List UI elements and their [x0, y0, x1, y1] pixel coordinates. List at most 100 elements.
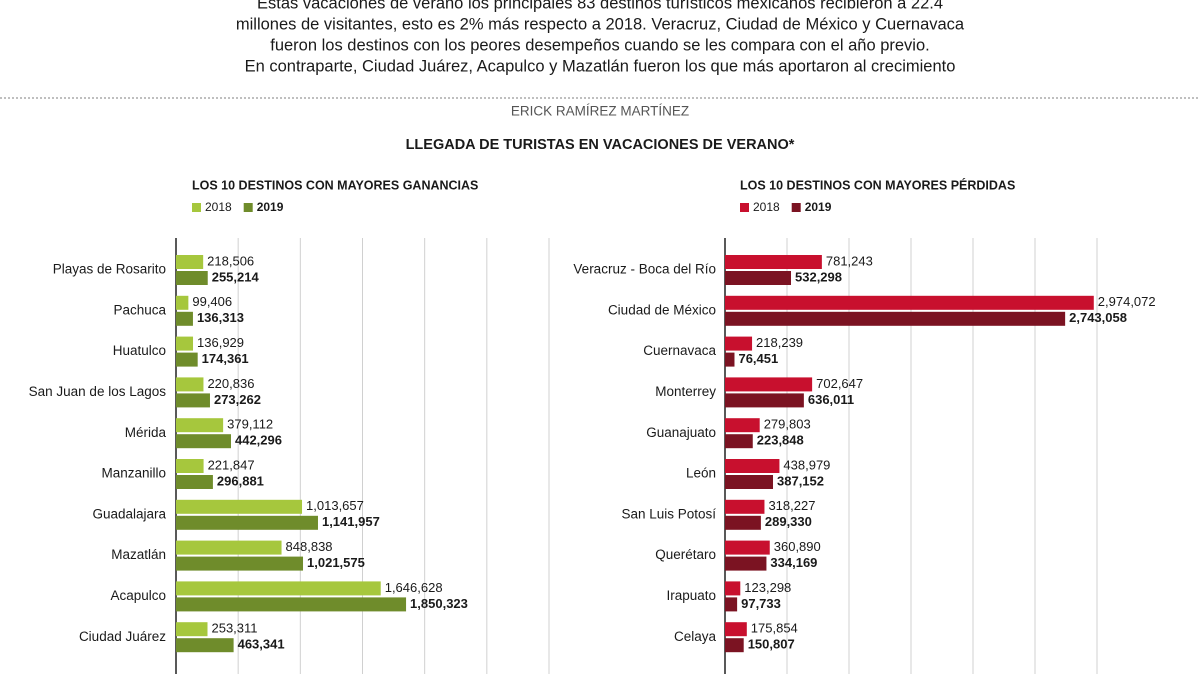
category-label: Acapulco — [110, 588, 166, 603]
bar — [176, 271, 208, 285]
bar — [176, 311, 193, 326]
value-label: 1,850,323 — [410, 596, 468, 611]
value-label: 136,313 — [197, 310, 244, 325]
legend-label: 2019 — [257, 200, 284, 214]
value-label: 387,152 — [777, 473, 824, 488]
value-label: 848,838 — [286, 539, 333, 554]
category-label: Querétaro — [655, 547, 716, 562]
value-label: 97,733 — [741, 596, 781, 611]
value-label: 136,929 — [197, 335, 244, 350]
value-label: 218,239 — [756, 335, 803, 350]
value-label: 1,646,628 — [385, 580, 443, 595]
bar — [176, 418, 224, 433]
legend-swatch — [791, 203, 801, 212]
bar — [725, 515, 761, 530]
bar — [176, 499, 303, 514]
bar — [176, 393, 210, 408]
chart-subtitle: LOS 10 DESTINOS CON MAYORES PÉRDIDAS — [740, 177, 1015, 192]
value-label: 253,311 — [211, 621, 257, 636]
value-label: 255,214 — [212, 269, 260, 284]
value-label: 438,979 — [783, 457, 830, 472]
category-label: Irapuato — [666, 588, 716, 603]
bar — [176, 556, 304, 571]
value-label: 2,743,058 — [1069, 310, 1127, 325]
bar — [176, 622, 208, 637]
author: ERICK RAMÍREZ MARTÍNEZ — [511, 104, 689, 119]
legend-swatch — [740, 203, 749, 212]
bar — [725, 622, 747, 637]
bar — [725, 434, 753, 449]
value-label: 175,854 — [751, 621, 798, 636]
value-label: 318,227 — [768, 498, 815, 513]
category-label: Ciudad de México — [608, 302, 716, 317]
bar — [725, 597, 738, 612]
category-label: Cuernavaca — [643, 343, 716, 358]
value-label: 76,451 — [738, 351, 778, 366]
bar — [176, 336, 194, 351]
value-label: 532,298 — [795, 269, 842, 284]
value-label: 273,262 — [214, 392, 261, 407]
bar — [725, 499, 765, 514]
bar — [176, 475, 213, 489]
value-label: 702,647 — [816, 376, 863, 391]
category-label: Pachuca — [113, 302, 166, 317]
bar — [725, 336, 753, 351]
value-label: 1,141,957 — [322, 514, 380, 529]
category-label: Guanajuato — [646, 425, 716, 440]
category-label: Mérida — [125, 425, 167, 440]
bar — [725, 311, 1066, 326]
value-label: 223,848 — [757, 433, 804, 448]
category-label: Monterrey — [655, 384, 716, 399]
category-label: Ciudad Juárez — [79, 629, 166, 644]
bar — [725, 540, 770, 555]
legend-swatch — [243, 203, 253, 212]
category-label: Veracruz - Boca del Río — [573, 262, 716, 277]
intro-line: fueron los destinos con los peores desem… — [270, 36, 929, 54]
category-label: San Juan de los Lagos — [29, 384, 167, 399]
value-label: 99,406 — [192, 294, 232, 309]
value-label: 123,298 — [744, 580, 791, 595]
value-label: 289,330 — [765, 514, 812, 529]
value-label: 221,847 — [208, 457, 255, 472]
bar — [725, 475, 774, 489]
bar — [725, 393, 804, 408]
bar — [725, 255, 822, 269]
bar — [725, 459, 780, 473]
bar — [725, 271, 792, 285]
bar — [176, 255, 204, 269]
category-label: Huatulco — [113, 343, 166, 358]
main-title: LLEGADA DE TURISTAS EN VACACIONES DE VER… — [406, 137, 795, 153]
bar — [176, 515, 318, 530]
category-label: Playas de Rosarito — [53, 262, 166, 277]
bar — [725, 581, 741, 596]
value-label: 279,803 — [764, 417, 811, 432]
category-label: Celaya — [674, 629, 717, 644]
intro-line: En contraparte, Ciudad Juárez, Acapulco … — [245, 57, 956, 75]
bar — [176, 540, 282, 555]
value-label: 150,807 — [748, 637, 795, 652]
category-label: Guadalajara — [92, 506, 166, 521]
bar — [176, 581, 381, 596]
value-label: 174,361 — [202, 351, 249, 366]
value-label: 442,296 — [235, 433, 282, 448]
value-label: 379,112 — [227, 417, 273, 432]
chart-subtitle: LOS 10 DESTINOS CON MAYORES GANANCIAS — [192, 178, 478, 192]
bar — [176, 597, 407, 612]
bar — [176, 352, 198, 367]
bar — [176, 459, 204, 473]
bar — [725, 556, 767, 571]
bar — [176, 638, 234, 653]
bar — [725, 352, 735, 367]
legend-label: 2018 — [205, 200, 232, 214]
legend-label: 2018 — [753, 200, 780, 214]
bar — [725, 377, 813, 392]
bar — [176, 434, 231, 449]
legend-label: 2019 — [805, 200, 832, 214]
value-label: 334,169 — [770, 555, 817, 570]
intro-line: millones de visitantes, esto es 2% más r… — [236, 15, 965, 33]
legend-swatch — [192, 203, 201, 212]
value-label: 781,243 — [826, 253, 873, 268]
category-label: Manzanillo — [101, 466, 166, 481]
value-label: 1,013,657 — [306, 498, 364, 513]
